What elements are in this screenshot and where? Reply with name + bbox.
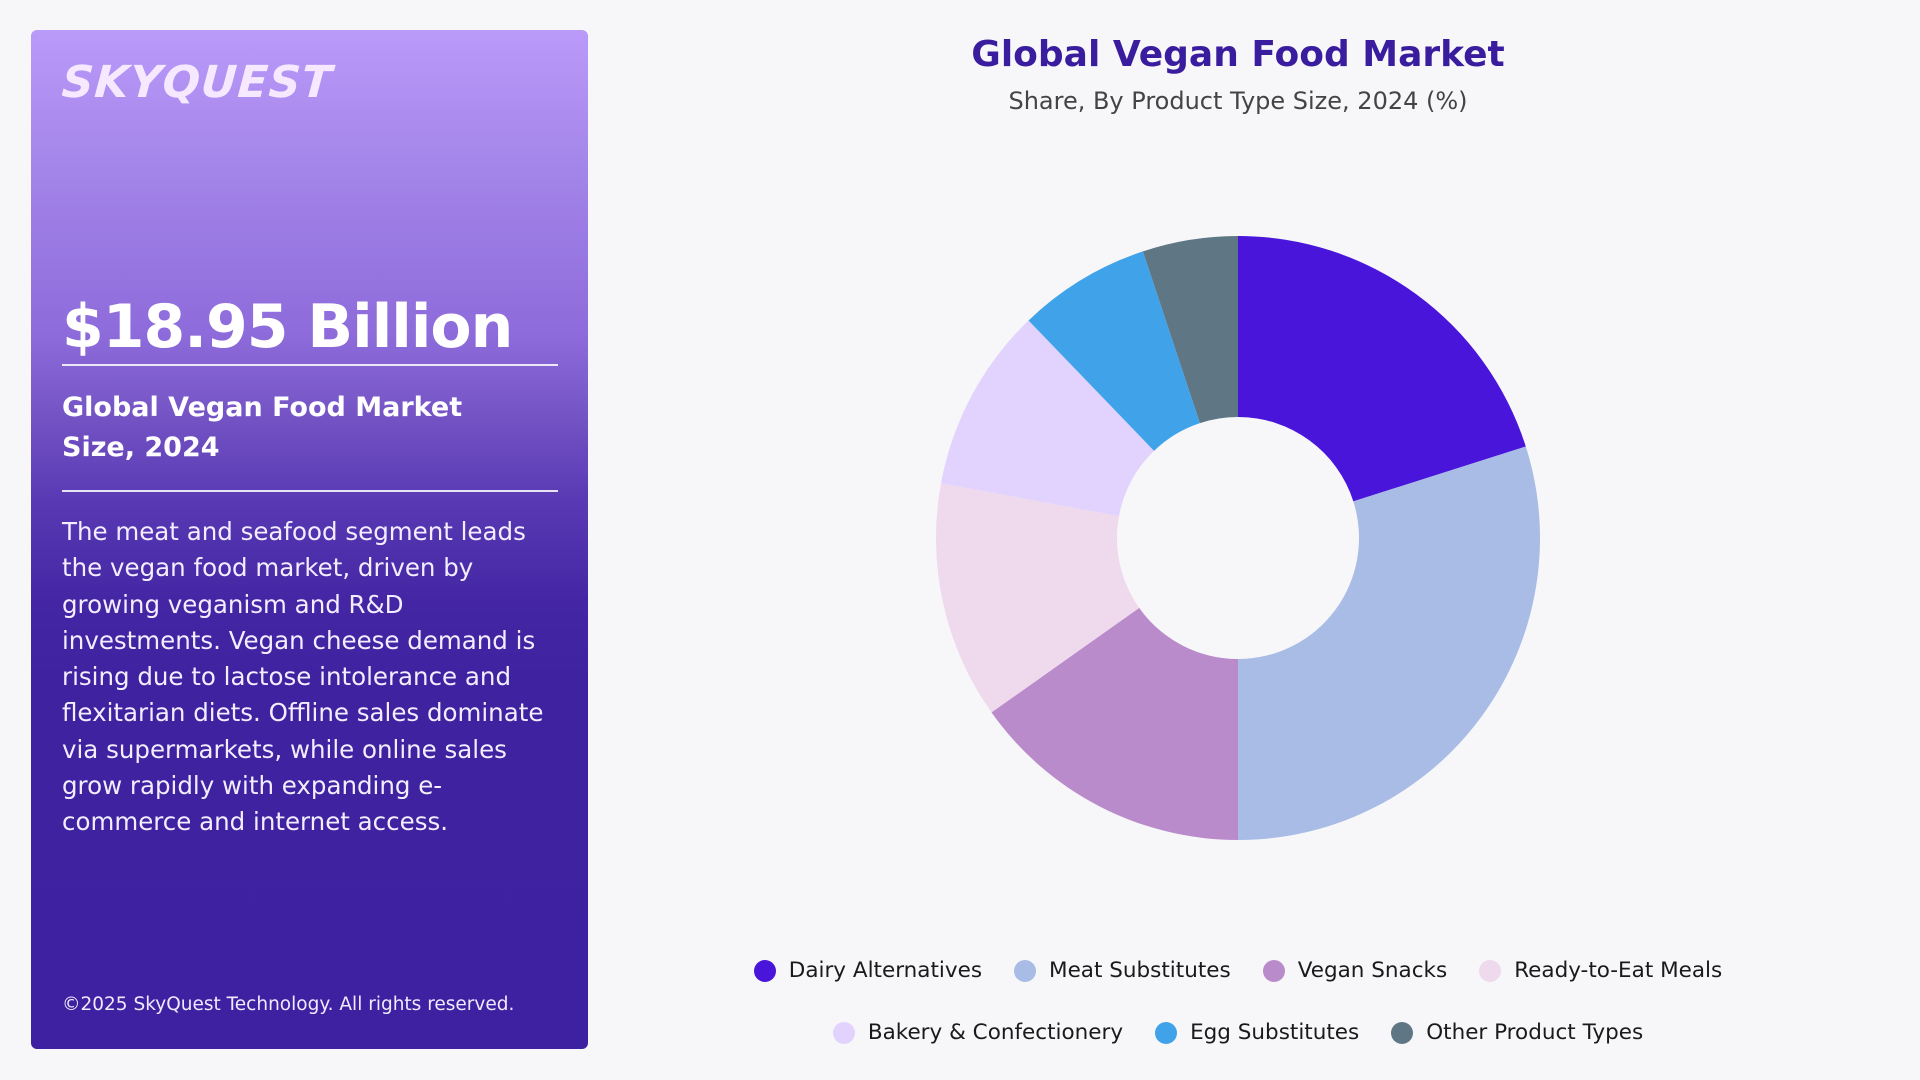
donut-slice-bakery-confectionery[interactable] [940, 320, 1155, 517]
legend-dot-icon [753, 959, 776, 982]
donut-slice-dairy-alternatives[interactable] [1238, 236, 1526, 502]
legend-item[interactable]: Bakery & Confectionery [832, 1020, 1124, 1045]
donut-slice-meat-substitutes[interactable] [1238, 446, 1540, 840]
donut-slices [936, 236, 1540, 840]
legend-label: Ready-to-Eat Meals [1514, 958, 1723, 983]
legend-item[interactable]: Other Product Types [1391, 1020, 1643, 1045]
legend-label: Egg Substitutes [1190, 1020, 1360, 1045]
legend-dot-icon [1479, 959, 1502, 982]
legend-dot-icon [1262, 959, 1285, 982]
legend-label: Vegan Snacks [1297, 958, 1448, 983]
legend-row: Dairy Alternatives Meat Substitutes Vegan … [740, 958, 1736, 983]
donut-slice-egg-substitutes[interactable] [1028, 251, 1200, 451]
legend-label: Other Product Types [1426, 1020, 1644, 1045]
legend-item[interactable]: Vegan Snacks [1262, 958, 1448, 983]
donut-slice-other-product-types[interactable] [1142, 236, 1238, 424]
legend-item[interactable]: Ready-to-Eat Meals [1479, 958, 1722, 983]
legend-dot-icon [1391, 1021, 1414, 1044]
donut-slice-vegan-snacks[interactable] [991, 607, 1238, 840]
legend-item[interactable]: Meat Substitutes [1014, 958, 1231, 983]
legend-item[interactable]: Egg Substitutes [1155, 1020, 1359, 1045]
legend-item[interactable]: Dairy Alternatives [753, 958, 983, 983]
legend-dot-icon [832, 1021, 855, 1044]
legend-label: Meat Substitutes [1049, 958, 1231, 983]
market-size-value: $18.95 Billion [62, 292, 513, 362]
summary-panel: SKYQUEST $18.95 Billion Global Vegan Foo… [31, 30, 588, 1049]
chart-subtitle: Share, By Product Type Size, 2024 (%) [1008, 87, 1468, 115]
donut-slice-ready-to-eat-meals[interactable] [936, 483, 1140, 713]
market-description: The meat and seafood segment leads the v… [62, 517, 544, 837]
copyright-notice: ©2025 SkyQuest Technology. All rights re… [62, 994, 515, 1015]
legend-label: Bakery & Confectionery [867, 1020, 1124, 1045]
legend-label: Dairy Alternatives [788, 958, 983, 983]
legend-row: Bakery & Confectionery Egg Substitutes Oth… [740, 1020, 1736, 1045]
legend-dot-icon [1014, 959, 1037, 982]
legend-dot-icon [1155, 1021, 1178, 1044]
divider [62, 364, 558, 366]
chart-title: Global Vegan Food Market [971, 34, 1505, 75]
market-size-label: Global Vegan Food Market Size, 2024 [62, 392, 463, 463]
divider [62, 490, 558, 492]
